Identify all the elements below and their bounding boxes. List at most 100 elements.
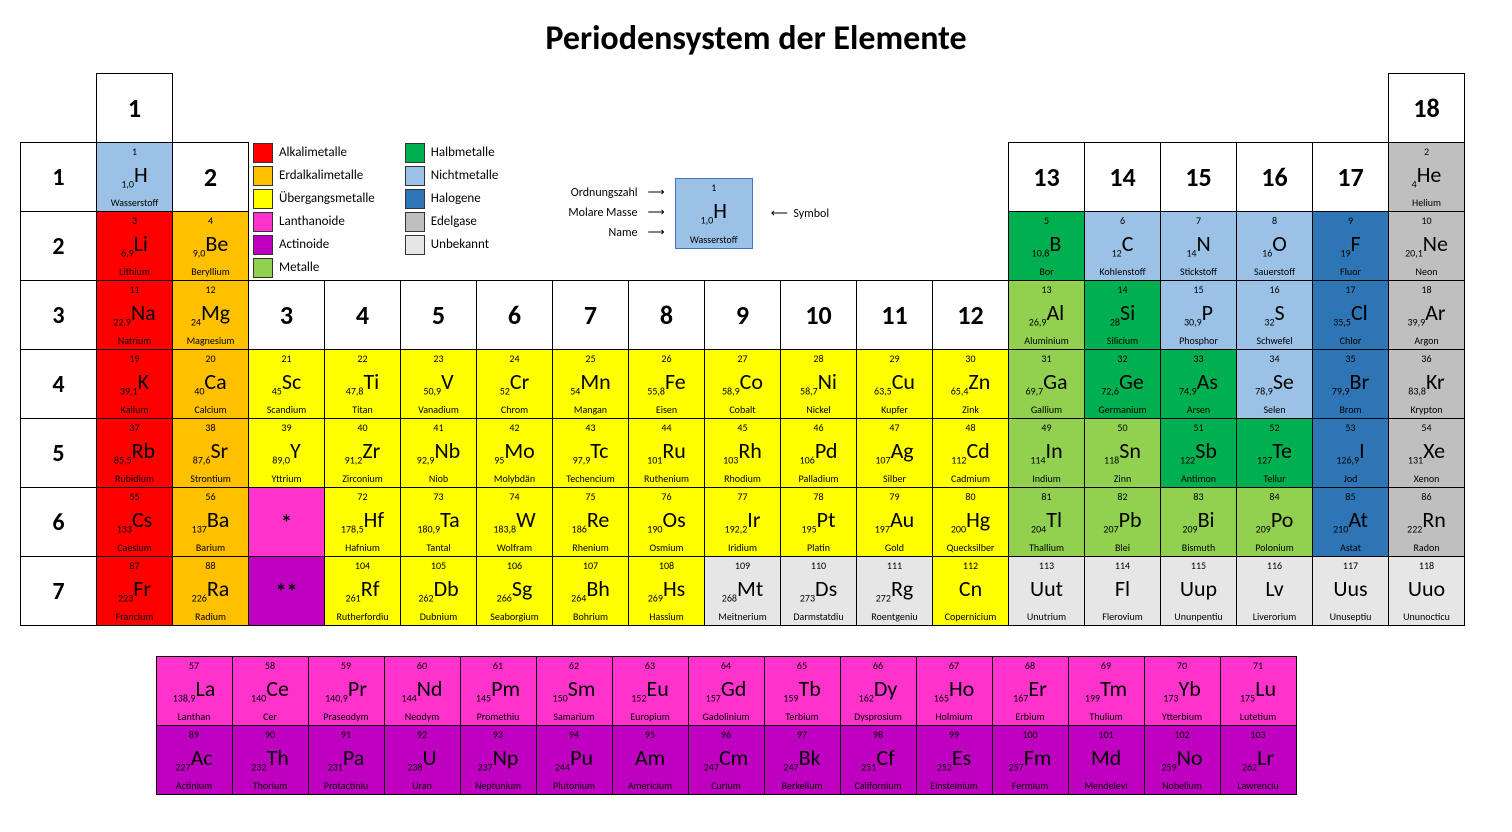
element-Gd: 64 157Gd Gadolinium: [688, 657, 764, 726]
element-Ce: 58 140Ce Cer: [232, 657, 308, 726]
element-Pt: 78 195Pt Platin: [781, 488, 857, 557]
element-Tl: 81 204Tl Thallium: [1009, 488, 1085, 557]
element-Au: 79 197Au Gold: [857, 488, 933, 557]
element-Rg: 111 272Rg Roentgeniu: [857, 557, 933, 626]
element-Pb: 82 207Pb Blei: [1085, 488, 1161, 557]
element-Ar: 18 39,9Ar Argon: [1389, 281, 1465, 350]
element-La: 57 138,9La Lanthan: [156, 657, 232, 726]
element-Sn: 50 118Sn Zinn: [1085, 419, 1161, 488]
element-Bh: 107 264Bh Bohrium: [553, 557, 629, 626]
period-label-4: 4: [21, 350, 97, 419]
element-Am: 95 Am Americium: [612, 726, 688, 795]
element-Tm: 69 199Tm Thulium: [1068, 657, 1144, 726]
element-Er: 68 167Er Erbium: [992, 657, 1068, 726]
legend-item: Halbmetalle: [405, 143, 499, 163]
group-header-9: 9: [705, 281, 781, 350]
element-Mg: 12 24Mg Magnesium: [173, 281, 249, 350]
element-Ds: 110 273Ds Darmstatdiu: [781, 557, 857, 626]
element-Rn: 86 222Rn Radon: [1389, 488, 1465, 557]
legend-item: Nichtmetalle: [405, 166, 499, 186]
element-Bk: 97 247Bk Berkelium: [764, 726, 840, 795]
element-Dy: 66 162Dy Dysprosium: [840, 657, 916, 726]
period-label-7: 7: [21, 557, 97, 626]
element-Pa: 91 231Pa Protactiniu: [308, 726, 384, 795]
element-Na: 11 22,9Na Natrium: [97, 281, 173, 350]
element-Fl: 114 Fl Flerovium: [1085, 557, 1161, 626]
element-Br: 35 79,9Br Brom: [1313, 350, 1389, 419]
element-Mo: 42 95Mo Molybdän: [477, 419, 553, 488]
period-label-6: 6: [21, 488, 97, 557]
group-header-2: 2: [173, 143, 249, 212]
legend-item: Edelgase: [405, 212, 499, 232]
element-Ru: 44 101Ru Ruthenium: [629, 419, 705, 488]
element-Nb: 41 92,9Nb Niob: [401, 419, 477, 488]
element-P: 15 30,9P Phosphor: [1161, 281, 1237, 350]
element-Cl: 17 35,5Cl Chlor: [1313, 281, 1389, 350]
legend-item: Erdalkalimetalle: [253, 166, 375, 186]
element-K: 19 39,1K Kalium: [97, 350, 173, 419]
element-N: 7 14N Stickstoff: [1161, 212, 1237, 281]
element-Co: 27 58,9Co Cobalt: [705, 350, 781, 419]
element-Xe: 54 131Xe Xenon: [1389, 419, 1465, 488]
element-Cm: 96 247Cm Curium: [688, 726, 764, 795]
element-Ho: 67 165Ho Holmium: [916, 657, 992, 726]
element-Sc: 21 45Sc Scandium: [249, 350, 325, 419]
legend-item: Lanthanoide: [253, 212, 375, 232]
element-Nd: 60 144Nd Neodym: [384, 657, 460, 726]
element-Ti: 22 47,8Ti Titan: [325, 350, 401, 419]
legend-item: Übergangsmetalle: [253, 189, 375, 209]
element-Fe: 26 55,8Fe Eisen: [629, 350, 705, 419]
element-Ag: 47 107Ag Silber: [857, 419, 933, 488]
element-B: 5 10,8B Bor: [1009, 212, 1085, 281]
element-U: 92 238U Uran: [384, 726, 460, 795]
element-Cr: 24 52Cr Chrom: [477, 350, 553, 419]
element-Pd: 46 106Pd Palladium: [781, 419, 857, 488]
group-header-5: 5: [401, 281, 477, 350]
group-header-6: 6: [477, 281, 553, 350]
element-Uus: 117 Uus Unuseptiu: [1313, 557, 1389, 626]
element-Fm: 100 257Fm Fermium: [992, 726, 1068, 795]
group-header-7: 7: [553, 281, 629, 350]
group-header-18: 18: [1389, 74, 1465, 143]
legend-item: Halogene: [405, 189, 499, 209]
element-Ni: 28 58,7Ni Nickel: [781, 350, 857, 419]
element-Mt: 109 268Mt Meitnerium: [705, 557, 781, 626]
element-Cd: 48 112Cd Cadmium: [933, 419, 1009, 488]
element-Te: 52 127Te Tellur: [1237, 419, 1313, 488]
element-Ca: 20 40Ca Calcium: [173, 350, 249, 419]
element-Ra: 88 226Ra Radium: [173, 557, 249, 626]
element-Be: 4 9,0Be Beryllium: [173, 212, 249, 281]
element-Si: 14 28Si Silicium: [1085, 281, 1161, 350]
element-No: 102 259No Nobelium: [1144, 726, 1220, 795]
element-Md: 101 Md Mendelevi: [1068, 726, 1144, 795]
element-Pm: 61 145Pm Promethiu: [460, 657, 536, 726]
element-Mn: 25 54Mn Mangan: [553, 350, 629, 419]
element-C: 6 12C Kohlenstoff: [1085, 212, 1161, 281]
lanthanide-actinide-table: 57 138,9La Lanthan 58 140Ce Cer 59 140,9…: [80, 656, 1297, 795]
element-Ac: 89 227Ac Actinium: [156, 726, 232, 795]
legend-item: Actinoide: [253, 235, 375, 255]
element-Se: 34 78,9Se Selen: [1237, 350, 1313, 419]
element-Uut: 113 Uut Unutrium: [1009, 557, 1085, 626]
element-Db: 105 262Db Dubnium: [401, 557, 477, 626]
legend-area: AlkalimetalleErdalkalimetalleÜbergangsme…: [249, 143, 1009, 281]
element-At: 85 210At Astat: [1313, 488, 1389, 557]
element-Ir: 77 192,2Ir Iridium: [705, 488, 781, 557]
element-Np: 93 237Np Neptunium: [460, 726, 536, 795]
element-Po: 84 209Po Polonium: [1237, 488, 1313, 557]
element-I: 53 126,9I Jod: [1313, 419, 1389, 488]
element-Pr: 59 140,9Pr Praseodym: [308, 657, 384, 726]
element-Sg: 106 266Sg Seaborgium: [477, 557, 553, 626]
element-Ga: 31 69,7Ga Gallium: [1009, 350, 1085, 419]
element-Pu: 94 244Pu Plutonium: [536, 726, 612, 795]
period-label-3: 3: [21, 281, 97, 350]
element-Tc: 43 97,9Tc Techencium: [553, 419, 629, 488]
element-Y: 39 89,0Y Yttrium: [249, 419, 325, 488]
element-Hs: 108 269Hs Hassium: [629, 557, 705, 626]
element-Eu: 63 152Eu Europium: [612, 657, 688, 726]
element-He: 2 4He Helium: [1389, 143, 1465, 212]
page-title: Periodensystem der Elemente: [20, 18, 1492, 59]
element-F: 9 19F Fluor: [1313, 212, 1389, 281]
element-Re: 75 186Re Rhenium: [553, 488, 629, 557]
element-Ge: 32 72,6Ge Germanium: [1085, 350, 1161, 419]
